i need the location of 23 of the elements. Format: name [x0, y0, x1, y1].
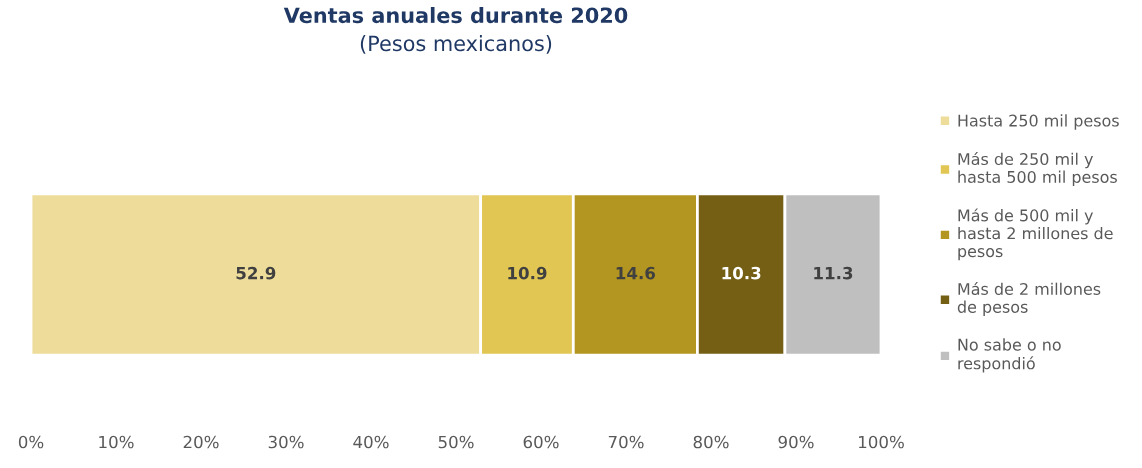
data-label: 10.3	[722, 266, 761, 280]
chart-subtitle: (Pesos mexicanos)	[360, 35, 552, 54]
x-tick-label: 80%	[693, 435, 729, 449]
x-tick-label: 10%	[99, 435, 134, 449]
x-tick-label: 60%	[523, 435, 559, 449]
x-tick-label: 90%	[778, 435, 814, 449]
x-tick-label: 0%	[18, 435, 44, 449]
x-tick-label: 40%	[353, 435, 389, 449]
legend-label: Hasta 250 mil pesos	[958, 114, 1119, 130]
x-tick-label: 70%	[608, 435, 644, 449]
x-tick-label: 20%	[183, 435, 219, 449]
legend-label: Más de 250 mil y hasta 500 mil pesos	[958, 152, 1117, 187]
data-label: 11.3	[814, 266, 853, 280]
data-label: 14.6	[616, 266, 656, 280]
chart-title: Ventas anuales durante 2020	[283, 7, 628, 24]
legend-label: Más de 2 millones de pesos	[957, 282, 1101, 316]
x-tick-label: 50%	[438, 435, 474, 449]
x-tick-label: 100%	[859, 435, 904, 449]
legend-label: No sabe o no respondió	[958, 338, 1061, 373]
x-tick-label: 30%	[268, 435, 304, 449]
data-label: 10.9	[508, 266, 547, 280]
legend-label: Más de 500 mil y hasta 2 millones de pesos	[958, 208, 1113, 261]
data-label: 52.9	[236, 266, 276, 280]
